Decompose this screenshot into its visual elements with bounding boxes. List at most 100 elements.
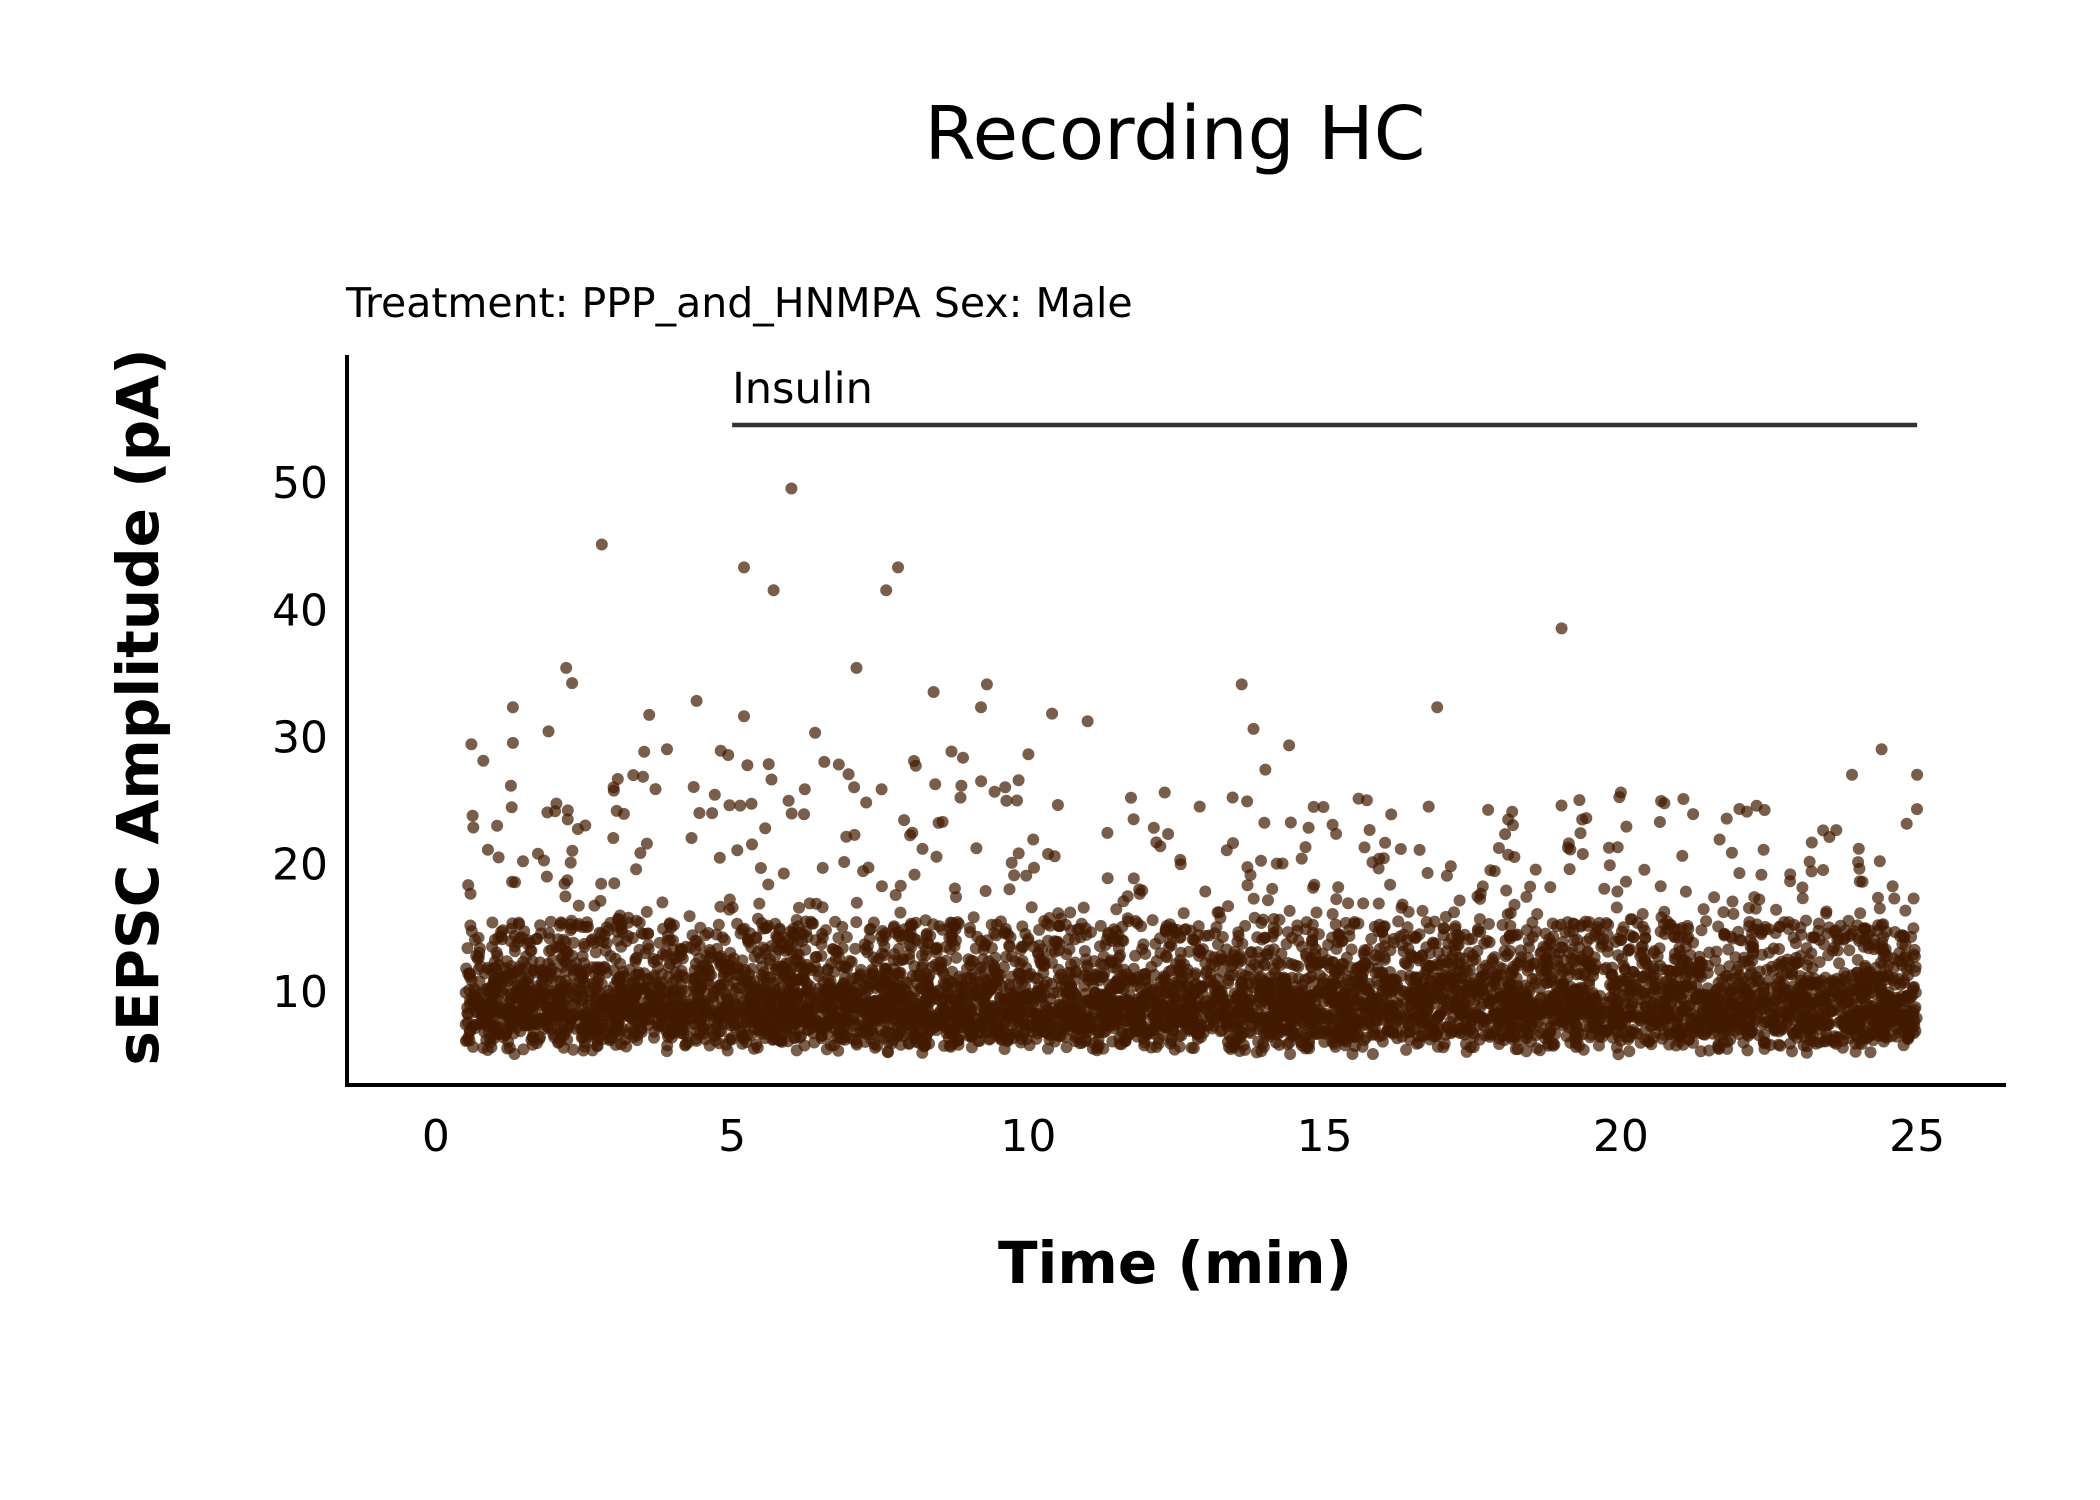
data-point — [1326, 908, 1339, 920]
data-point — [1469, 953, 1482, 966]
data-point — [1400, 1043, 1413, 1056]
data-point — [1110, 903, 1123, 916]
data-point — [1805, 836, 1818, 849]
data-point — [1357, 947, 1370, 960]
data-point — [1222, 900, 1235, 913]
data-point — [589, 969, 602, 982]
data-point — [1431, 1040, 1444, 1053]
data-point — [505, 801, 518, 814]
data-point — [1000, 950, 1013, 963]
data-point — [1211, 973, 1224, 986]
data-point — [1212, 938, 1224, 951]
data-point — [1677, 793, 1690, 805]
data-point — [945, 976, 958, 989]
data-point — [936, 815, 949, 828]
data-point — [722, 749, 735, 761]
data-point — [979, 885, 992, 897]
data-point — [1598, 882, 1611, 895]
data-point — [1831, 944, 1844, 957]
data-point — [1373, 950, 1386, 963]
data-point — [1413, 843, 1426, 856]
data-point — [1358, 841, 1371, 854]
data-point — [1583, 975, 1596, 988]
data-point — [798, 808, 810, 821]
data-point — [1639, 932, 1652, 945]
data-point — [1520, 890, 1533, 903]
data-point — [1284, 816, 1297, 829]
data-point — [1817, 864, 1830, 876]
data-point — [1658, 905, 1671, 918]
data-point — [604, 949, 617, 962]
data-point — [1003, 940, 1016, 953]
data-point — [898, 814, 911, 827]
data-point — [1416, 904, 1429, 917]
data-point — [998, 961, 1010, 973]
data-point — [929, 778, 942, 791]
data-point — [1421, 867, 1434, 879]
data-point — [1053, 919, 1066, 932]
data-point — [685, 832, 698, 844]
data-point — [1695, 924, 1708, 937]
data-point — [1226, 791, 1239, 804]
data-point — [1125, 791, 1137, 804]
data-point — [1574, 827, 1587, 840]
data-point — [1452, 958, 1465, 971]
data-point — [895, 1023, 908, 1036]
data-point — [1394, 843, 1407, 855]
data-point — [1044, 919, 1056, 932]
data-point — [1366, 1048, 1379, 1060]
data-point — [1129, 1025, 1142, 1038]
data-point — [1453, 894, 1466, 907]
data-point — [665, 921, 678, 934]
data-point — [627, 769, 640, 782]
data-point — [538, 854, 550, 867]
data-point — [1317, 801, 1330, 813]
data-point — [1060, 1041, 1073, 1054]
data-point — [1306, 918, 1319, 931]
data-point — [909, 985, 922, 998]
data-point — [815, 938, 828, 951]
data-point — [1282, 926, 1294, 939]
data-point — [543, 945, 556, 957]
data-point — [955, 991, 968, 1004]
data-point — [1280, 937, 1293, 950]
data-point — [1611, 885, 1624, 898]
data-point — [1577, 954, 1589, 967]
data-point — [706, 807, 719, 820]
data-point — [1612, 1030, 1625, 1043]
data-point — [1101, 872, 1114, 885]
data-point — [849, 942, 862, 955]
data-point — [1823, 831, 1836, 843]
data-point — [1506, 805, 1519, 818]
data-point — [1042, 1042, 1054, 1055]
data-point — [1154, 840, 1167, 853]
data-point — [694, 1014, 707, 1027]
data-point — [1241, 795, 1254, 808]
data-point — [1524, 880, 1537, 893]
data-point — [1872, 891, 1884, 904]
data-point — [1687, 808, 1700, 821]
data-point — [640, 837, 653, 850]
data-point — [1457, 985, 1470, 998]
data-point — [929, 958, 942, 971]
data-point — [1357, 897, 1370, 910]
data-point — [492, 851, 505, 864]
data-point — [1833, 957, 1846, 970]
data-point — [1273, 913, 1286, 926]
data-point — [1531, 908, 1544, 920]
data-point — [1231, 935, 1244, 948]
data-point — [1624, 943, 1636, 956]
data-point — [693, 807, 706, 819]
data-point — [963, 921, 976, 934]
data-point — [850, 916, 863, 929]
data-point — [867, 916, 880, 929]
chart-title: Recording HC — [925, 91, 1426, 177]
data-point — [1638, 863, 1651, 876]
data-point — [882, 1046, 894, 1059]
data-point — [1444, 860, 1457, 873]
data-point — [1529, 863, 1542, 876]
data-point — [1052, 963, 1065, 976]
data-point — [1473, 913, 1486, 926]
data-point — [567, 936, 580, 949]
data-point — [957, 751, 969, 764]
